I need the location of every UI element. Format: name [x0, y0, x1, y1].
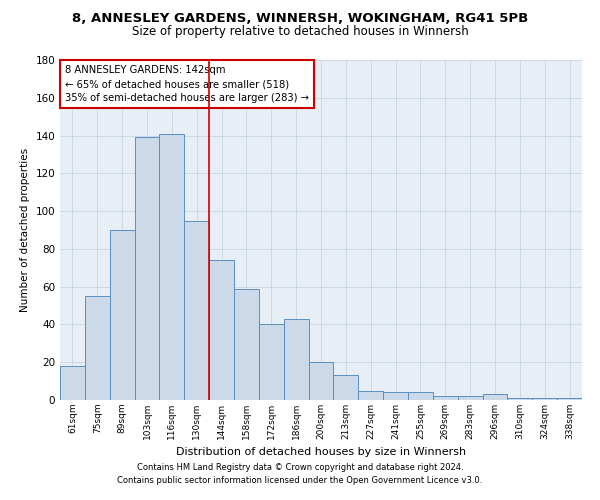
Y-axis label: Number of detached properties: Number of detached properties — [20, 148, 30, 312]
Bar — [110, 230, 134, 400]
Bar — [557, 398, 582, 400]
Bar — [184, 220, 209, 400]
Bar — [358, 390, 383, 400]
Bar — [508, 398, 532, 400]
Bar — [284, 319, 308, 400]
Bar — [482, 394, 508, 400]
Text: 8, ANNESLEY GARDENS, WINNERSH, WOKINGHAM, RG41 5PB: 8, ANNESLEY GARDENS, WINNERSH, WOKINGHAM… — [72, 12, 528, 26]
Text: Contains public sector information licensed under the Open Government Licence v3: Contains public sector information licen… — [118, 476, 482, 485]
Bar — [334, 376, 358, 400]
Bar — [458, 396, 482, 400]
Text: 8 ANNESLEY GARDENS: 142sqm
← 65% of detached houses are smaller (518)
35% of sem: 8 ANNESLEY GARDENS: 142sqm ← 65% of deta… — [65, 65, 309, 103]
Text: Contains HM Land Registry data © Crown copyright and database right 2024.: Contains HM Land Registry data © Crown c… — [137, 464, 463, 472]
Bar — [259, 324, 284, 400]
Bar — [85, 296, 110, 400]
Bar — [209, 260, 234, 400]
Bar — [433, 396, 458, 400]
Bar — [60, 366, 85, 400]
Bar — [308, 362, 334, 400]
Bar — [160, 134, 184, 400]
Bar — [234, 288, 259, 400]
Bar — [532, 398, 557, 400]
Bar — [134, 138, 160, 400]
Text: Size of property relative to detached houses in Winnersh: Size of property relative to detached ho… — [131, 25, 469, 38]
X-axis label: Distribution of detached houses by size in Winnersh: Distribution of detached houses by size … — [176, 448, 466, 458]
Bar — [408, 392, 433, 400]
Bar — [383, 392, 408, 400]
